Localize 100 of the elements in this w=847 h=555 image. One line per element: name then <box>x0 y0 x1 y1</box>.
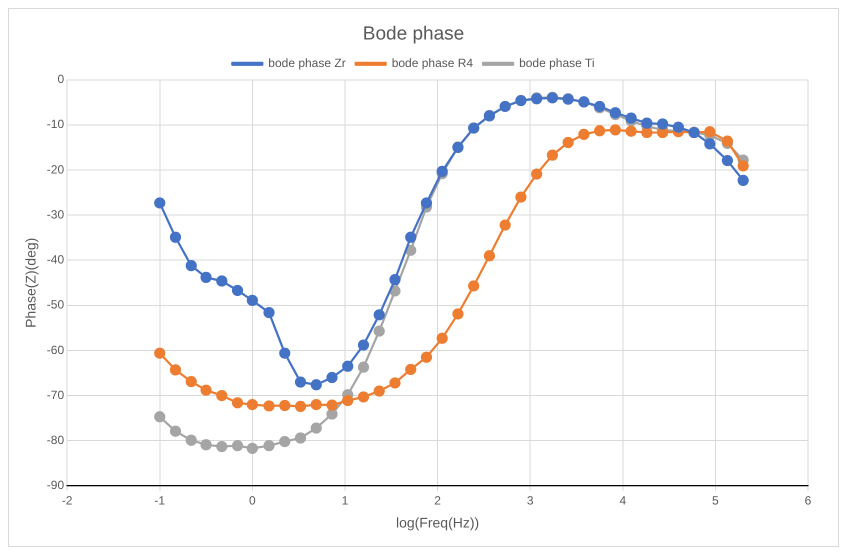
point <box>342 394 354 406</box>
x-tick-label: 2 <box>434 493 442 508</box>
point <box>738 174 749 186</box>
x-tick-label: -2 <box>62 493 73 508</box>
point <box>641 118 652 129</box>
point <box>436 332 448 344</box>
point <box>358 391 370 403</box>
point <box>374 385 385 397</box>
point <box>170 426 182 437</box>
point <box>672 122 684 133</box>
point <box>389 377 401 389</box>
x-tick-label: 6 <box>804 493 812 508</box>
point <box>578 128 590 140</box>
point <box>263 400 275 412</box>
x-axis-title: log(Freq(Hz)) <box>396 514 480 530</box>
x-tick-label: 5 <box>712 493 720 508</box>
point <box>294 376 306 388</box>
point <box>722 154 734 166</box>
point <box>246 442 258 454</box>
point <box>154 411 166 422</box>
point <box>562 136 574 148</box>
legend-label: bode phase Ti <box>519 56 594 70</box>
point <box>420 197 432 209</box>
point <box>263 306 275 318</box>
point <box>200 439 212 450</box>
y-tick-label: -10 <box>46 117 64 132</box>
point <box>326 408 338 420</box>
point <box>374 309 385 320</box>
point <box>170 232 182 243</box>
point <box>232 440 244 452</box>
point <box>641 126 652 138</box>
point <box>389 274 401 286</box>
point <box>216 440 228 452</box>
point <box>200 384 212 396</box>
point <box>186 376 197 388</box>
point <box>279 400 290 412</box>
legend-label: bode phase Zr <box>268 56 346 70</box>
point <box>186 434 197 446</box>
point <box>594 125 606 136</box>
point <box>358 339 370 351</box>
point <box>531 168 542 180</box>
y-tick-label: -80 <box>46 433 64 447</box>
y-tick-label: -60 <box>46 342 64 357</box>
point <box>738 160 749 172</box>
point <box>436 166 448 177</box>
point <box>405 364 416 376</box>
point <box>500 219 511 231</box>
point <box>154 197 166 209</box>
x-tick-label: 1 <box>342 493 349 508</box>
point <box>279 348 290 359</box>
point <box>294 432 306 444</box>
y-tick-label: -30 <box>46 207 64 222</box>
point <box>515 191 527 203</box>
point <box>610 124 621 136</box>
point <box>546 150 558 161</box>
point <box>186 260 197 272</box>
y-tick-label: -90 <box>46 478 64 492</box>
point <box>389 285 401 297</box>
point <box>420 352 432 363</box>
point <box>626 112 637 124</box>
point <box>246 294 258 306</box>
y-tick-label: 0 <box>57 72 64 86</box>
y-tick-label: -20 <box>46 162 64 176</box>
y-axis-title: Phase(Z)(deg) <box>22 238 38 328</box>
x-tick-label: 3 <box>526 493 534 508</box>
point <box>279 436 290 448</box>
point <box>246 399 258 410</box>
point <box>216 390 228 402</box>
point <box>232 284 244 296</box>
y-tick-label: -50 <box>46 298 64 312</box>
x-tick-label: 4 <box>619 493 626 508</box>
point <box>358 362 370 373</box>
y-tick-label: -70 <box>46 388 64 402</box>
point <box>154 348 166 359</box>
point <box>326 372 338 384</box>
point <box>232 397 244 408</box>
point <box>704 126 716 138</box>
point <box>484 250 496 262</box>
point <box>294 400 306 412</box>
point <box>326 399 338 411</box>
point <box>310 422 322 434</box>
point <box>405 244 416 256</box>
point <box>342 360 354 372</box>
point <box>216 275 228 287</box>
point <box>657 118 668 130</box>
point <box>200 272 212 283</box>
point <box>310 379 322 390</box>
point <box>374 325 385 337</box>
point <box>626 126 637 137</box>
legend-label: bode phase R4 <box>392 56 474 70</box>
point <box>452 308 464 320</box>
x-tick-label: 0 <box>249 493 256 508</box>
y-tick-label: -40 <box>46 252 64 267</box>
point <box>310 399 322 410</box>
x-tick-label: -1 <box>154 493 166 508</box>
point <box>704 138 716 150</box>
point <box>263 440 275 452</box>
point <box>468 280 480 292</box>
chart-title: Bode phase <box>362 24 464 45</box>
point <box>657 126 668 138</box>
